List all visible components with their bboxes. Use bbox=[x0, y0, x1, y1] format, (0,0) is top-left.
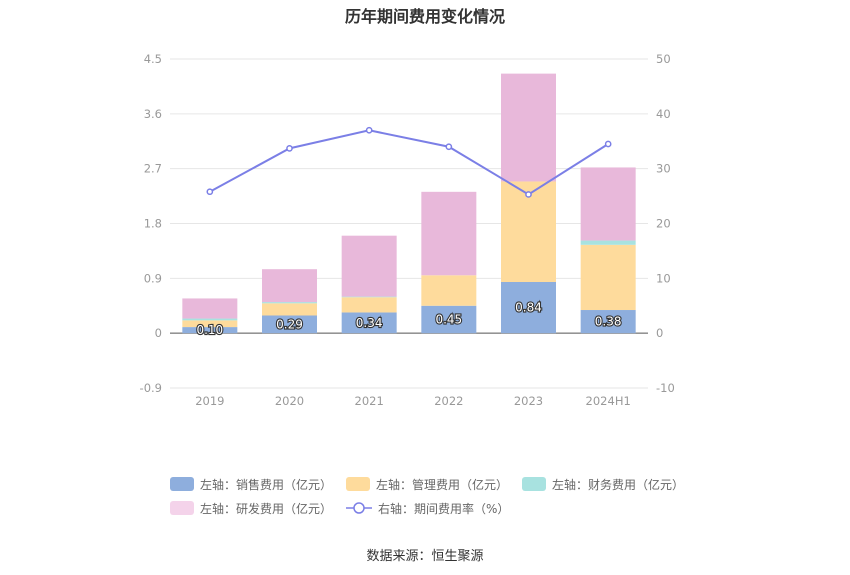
bar-rd bbox=[182, 298, 238, 319]
right-axis-tick-label: 20 bbox=[656, 217, 671, 231]
bar-admin bbox=[182, 320, 238, 328]
x-axis-tick-label: 2022 bbox=[434, 394, 463, 408]
bar-data-label: 0.38 bbox=[595, 315, 622, 329]
left-axis-tick-label: 0.9 bbox=[144, 271, 162, 285]
bar-sales bbox=[580, 310, 636, 334]
bar-rd bbox=[421, 191, 477, 276]
bar-rd bbox=[341, 235, 397, 297]
bar-data-label: 0.10 bbox=[196, 323, 223, 337]
chart-plot: 4.5 3.6 2.7 1.8 0.9 0 -0.9 50 40 30 20 10 0 -10 2019 20… bbox=[140, 52, 675, 408]
source-note: 数据来源：恒生聚源 bbox=[366, 549, 484, 564]
bar-data-label: 0.45 bbox=[435, 312, 462, 326]
bar-finance bbox=[341, 296, 397, 298]
bar-sales bbox=[262, 315, 317, 334]
right-axis-tick-label: 0 bbox=[656, 326, 663, 340]
bar-admin bbox=[341, 297, 397, 313]
x-axis-tick-label: 2023 bbox=[514, 394, 543, 408]
x-axis-tick-label: 2019 bbox=[195, 394, 224, 408]
left-axis-tick-label: 0 bbox=[155, 326, 162, 340]
legend-label-rd: 左轴：研发费用（亿元） bbox=[200, 501, 333, 516]
bar-sales bbox=[421, 305, 477, 334]
legend-item-ratio[interactable]: 右轴：期间费用率（%） bbox=[346, 500, 509, 517]
bar-admin bbox=[501, 181, 556, 282]
bar-data-label: 0.34 bbox=[356, 316, 383, 330]
legend-swatch-sales bbox=[170, 477, 194, 491]
left-axis-tick-label: 1.8 bbox=[144, 217, 162, 231]
bar-admin bbox=[580, 244, 636, 311]
left-axis-tick-label: 4.5 bbox=[144, 52, 162, 66]
legend-item-finance[interactable]: 左轴：财务费用（亿元） bbox=[522, 476, 684, 493]
legend-swatch-admin bbox=[346, 477, 371, 491]
line-point bbox=[445, 143, 453, 151]
legend-item-admin[interactable]: 左轴：管理费用（亿元） bbox=[346, 476, 508, 493]
line-point bbox=[365, 126, 373, 134]
legend-item-rd[interactable]: 左轴：研发费用（亿元） bbox=[170, 500, 332, 517]
bar-data-label: 0.29 bbox=[276, 317, 303, 331]
legend-swatch-rd bbox=[170, 501, 194, 515]
right-axis-tick-label: -10 bbox=[656, 381, 675, 395]
legend-line-ratio-icon bbox=[346, 502, 373, 514]
legend-label-admin: 左轴：管理费用（亿元） bbox=[376, 477, 509, 492]
left-axis-tick-label: 2.7 bbox=[144, 162, 162, 176]
line-point bbox=[525, 191, 532, 198]
bar-sales bbox=[341, 312, 397, 334]
x-axis-tick-label: 2024H1 bbox=[586, 394, 631, 408]
chart-title: 历年期间费用变化情况 bbox=[344, 7, 505, 26]
legend-item-sales[interactable]: 左轴：销售费用（亿元） bbox=[170, 476, 332, 493]
line-expense-ratio bbox=[209, 129, 609, 196]
line-point bbox=[206, 188, 214, 196]
x-axis-tick-label: 2021 bbox=[355, 394, 384, 408]
bar-admin bbox=[262, 303, 317, 316]
bar-sales bbox=[182, 327, 238, 334]
bar-finance bbox=[262, 302, 317, 304]
right-axis-tick-label: 10 bbox=[656, 271, 671, 285]
left-axis-tick-label: -0.9 bbox=[140, 381, 162, 395]
legend-label-finance: 左轴：财务费用（亿元） bbox=[552, 477, 685, 492]
right-axis-tick-label: 30 bbox=[656, 162, 671, 176]
legend-label-ratio: 右轴：期间费用率（%） bbox=[378, 501, 510, 516]
bar-sales bbox=[501, 281, 556, 334]
legend-label-sales: 左轴：销售费用（亿元） bbox=[200, 477, 333, 492]
bar-rd bbox=[262, 269, 317, 303]
right-axis-tick-label: 50 bbox=[656, 52, 671, 66]
bar-finance bbox=[182, 318, 238, 321]
line-point bbox=[286, 145, 293, 152]
x-axis-tick-label: 2020 bbox=[275, 394, 304, 408]
bar-data-label: 0.84 bbox=[515, 301, 542, 315]
legend: 左轴：销售费用（亿元） 左轴：管理费用（亿元） 左轴：财务费用（亿元） 左轴：研… bbox=[170, 472, 730, 520]
bar-admin bbox=[421, 275, 477, 306]
bar-rd bbox=[501, 73, 556, 182]
bar-finance bbox=[580, 240, 636, 245]
right-axis-tick-label: 40 bbox=[656, 107, 671, 121]
bar-rd bbox=[580, 167, 636, 241]
left-axis-tick-label: 3.6 bbox=[144, 107, 162, 121]
line-point bbox=[604, 140, 612, 148]
legend-swatch-finance bbox=[522, 477, 547, 491]
